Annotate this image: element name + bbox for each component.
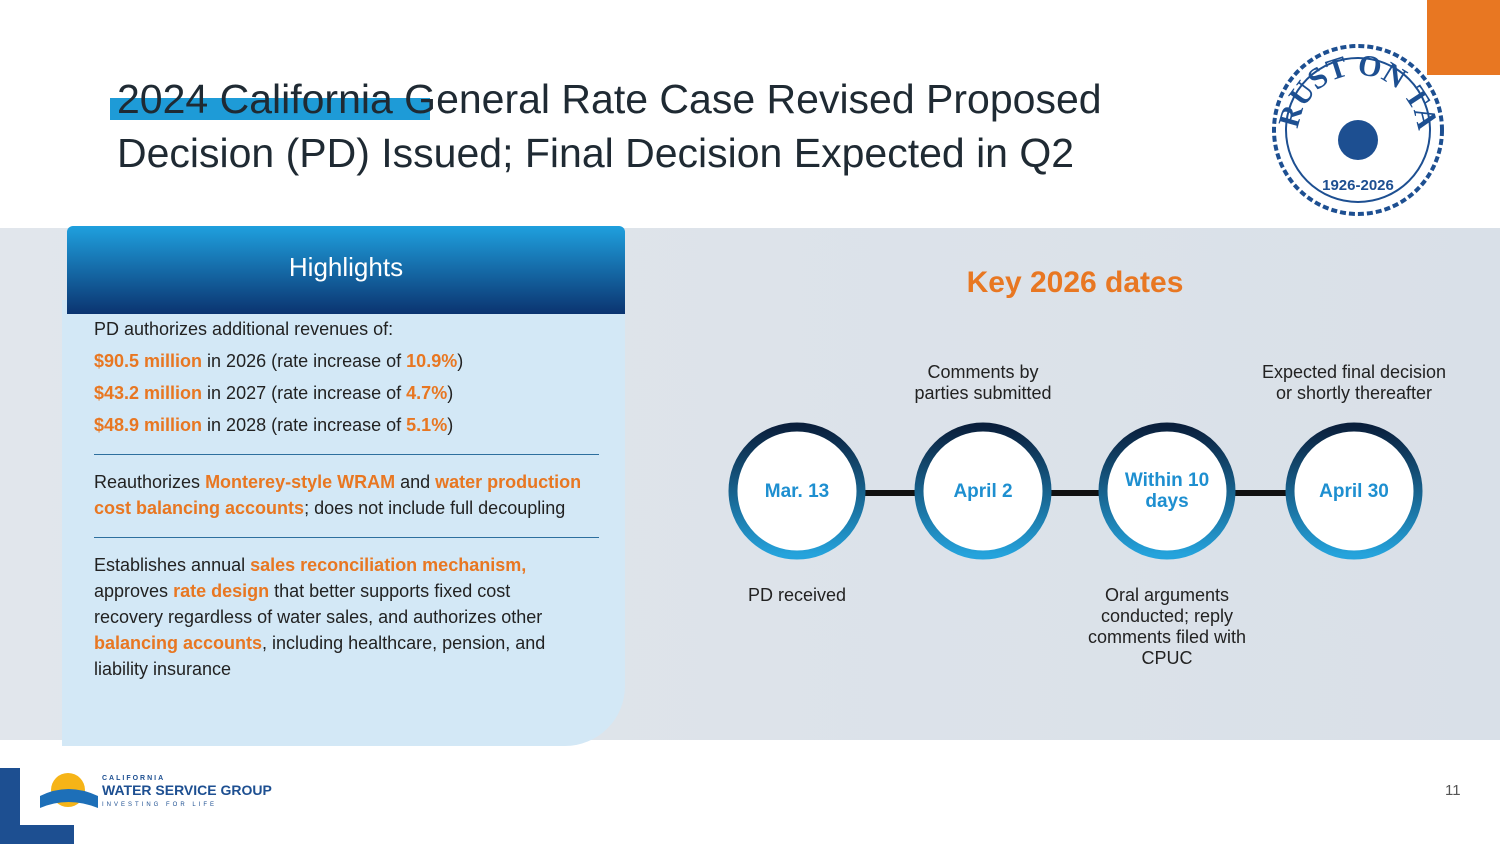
separator — [94, 537, 599, 538]
accent-run: Monterey-style WRAM — [205, 472, 396, 492]
accent-run: $48.9 million — [94, 415, 203, 435]
logo-top: CALIFORNIA — [102, 775, 165, 782]
slide-title: 2024 California General Rate Case Revise… — [117, 76, 1102, 176]
paragraph: PD authorizes additional revenues of: — [94, 316, 584, 342]
text-run: in 2028 (rate increase of — [202, 415, 407, 435]
text-run: in 2026 (rate increase of — [202, 351, 407, 371]
highlights-panel — [62, 300, 625, 746]
paragraph: Establishes annual sales reconciliation … — [94, 552, 584, 682]
accent-run: sales reconciliation mechanism, — [250, 555, 527, 575]
text-run: that better supports fixed cost recovery… — [94, 581, 543, 627]
accent-run: $43.2 million — [94, 383, 203, 403]
timeline-title: Key 2026 dates — [966, 266, 1184, 299]
text-run: Establishes annual — [94, 555, 251, 575]
logo-tagline: INVESTING FOR LIFE — [102, 802, 217, 808]
accent-run: water production cost balancing accounts — [94, 472, 582, 518]
text-run: ) — [447, 383, 454, 403]
text-run: in 2027 (rate increase of — [202, 383, 407, 403]
text-run: Reauthorizes — [94, 472, 206, 492]
seal-years: 1926-2026 — [1322, 177, 1394, 194]
text-run: PD authorizes additional revenues of: — [94, 319, 394, 339]
corner-accent — [1427, 0, 1500, 75]
accent-run: balancing accounts — [94, 633, 263, 653]
accent-run: rate design — [173, 581, 270, 601]
seal: TRUST ON TAP 1926-2026 — [1268, 40, 1444, 216]
highlights-body: PD authorizes additional revenues of: $90… — [94, 316, 599, 688]
title-highlight — [110, 98, 430, 120]
paragraph: $48.9 million in 2028 (rate increase of … — [94, 412, 584, 438]
text-run: ) — [457, 351, 464, 371]
paragraph: Reauthorizes Monterey-style WRAM and wat… — [94, 469, 584, 521]
accent-run: 5.1% — [406, 415, 448, 435]
accent-run: $90.5 million — [94, 351, 203, 371]
paragraph: $43.2 million in 2027 (rate increase of … — [94, 380, 584, 406]
accent-run: 10.9% — [406, 351, 458, 371]
highlights-title: Highlights — [67, 226, 625, 314]
text-run: ) — [447, 415, 454, 435]
text-run: and — [395, 472, 436, 492]
text-run: ; does not include full decoupling — [304, 498, 566, 518]
page-number: 11 — [1445, 782, 1461, 799]
text-run: approves — [94, 581, 174, 601]
text-run: , including healthcare, pension, and lia… — [94, 633, 546, 679]
logo-name: WATER SERVICE GROUP — [102, 782, 272, 798]
separator — [94, 454, 599, 455]
logo: CALIFORNIA WATER SERVICE GROUP INVESTING… — [40, 773, 272, 808]
accent-run: 4.7% — [406, 383, 448, 403]
footer-bracket — [0, 825, 74, 844]
paragraph: $90.5 million in 2026 (rate increase of … — [94, 348, 584, 374]
